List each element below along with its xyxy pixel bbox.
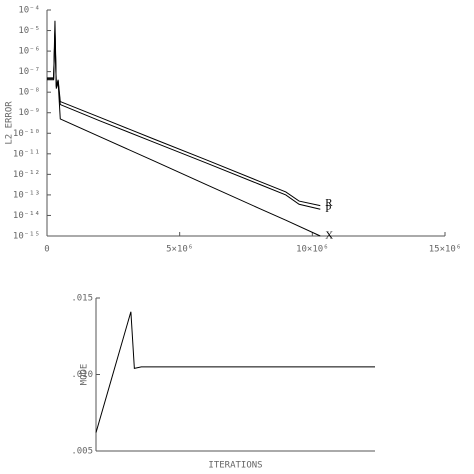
y-tick-label: .010 [71, 370, 93, 380]
series-line [47, 32, 321, 210]
series-label: R [325, 197, 333, 209]
y-tick-label: 10⁻¹⁴ [13, 211, 40, 221]
y-tick-label: 10⁻¹¹ [13, 149, 40, 159]
y-axis-title: MODE [80, 364, 90, 386]
series-line [47, 20, 321, 237]
x-tick-label: 0 [44, 245, 49, 255]
x-axis-title: ITERATIONS [208, 461, 262, 471]
y-tick-label: .015 [71, 294, 93, 304]
x-tick-label: 15×10⁶ [429, 245, 462, 255]
y-tick-label: 10⁻¹³ [13, 190, 40, 200]
x-tick-label: 5×10⁶ [166, 245, 193, 255]
y-tick-label: 10⁻¹⁰ [13, 129, 40, 139]
y-tick-label: 10⁻⁷ [18, 67, 40, 77]
series-label: X [325, 230, 333, 242]
y-tick-label: 10⁻⁵ [18, 26, 40, 36]
y-tick-label: 10⁻⁹ [18, 108, 40, 118]
y-axis-title: L2 ERROR [5, 101, 15, 145]
series-line [47, 30, 321, 207]
y-tick-label: 10⁻⁴ [18, 6, 40, 16]
y-tick-label: 10⁻¹⁵ [13, 232, 40, 242]
y-tick-label: 10⁻¹² [13, 170, 40, 180]
x-tick-label: 10×10⁶ [296, 245, 329, 255]
y-tick-label: 10⁻⁸ [18, 88, 40, 98]
series-label: P [325, 203, 331, 215]
series-line [95, 311, 375, 433]
y-tick-label: .005 [71, 447, 93, 457]
y-tick-label: 10⁻⁶ [18, 47, 40, 57]
